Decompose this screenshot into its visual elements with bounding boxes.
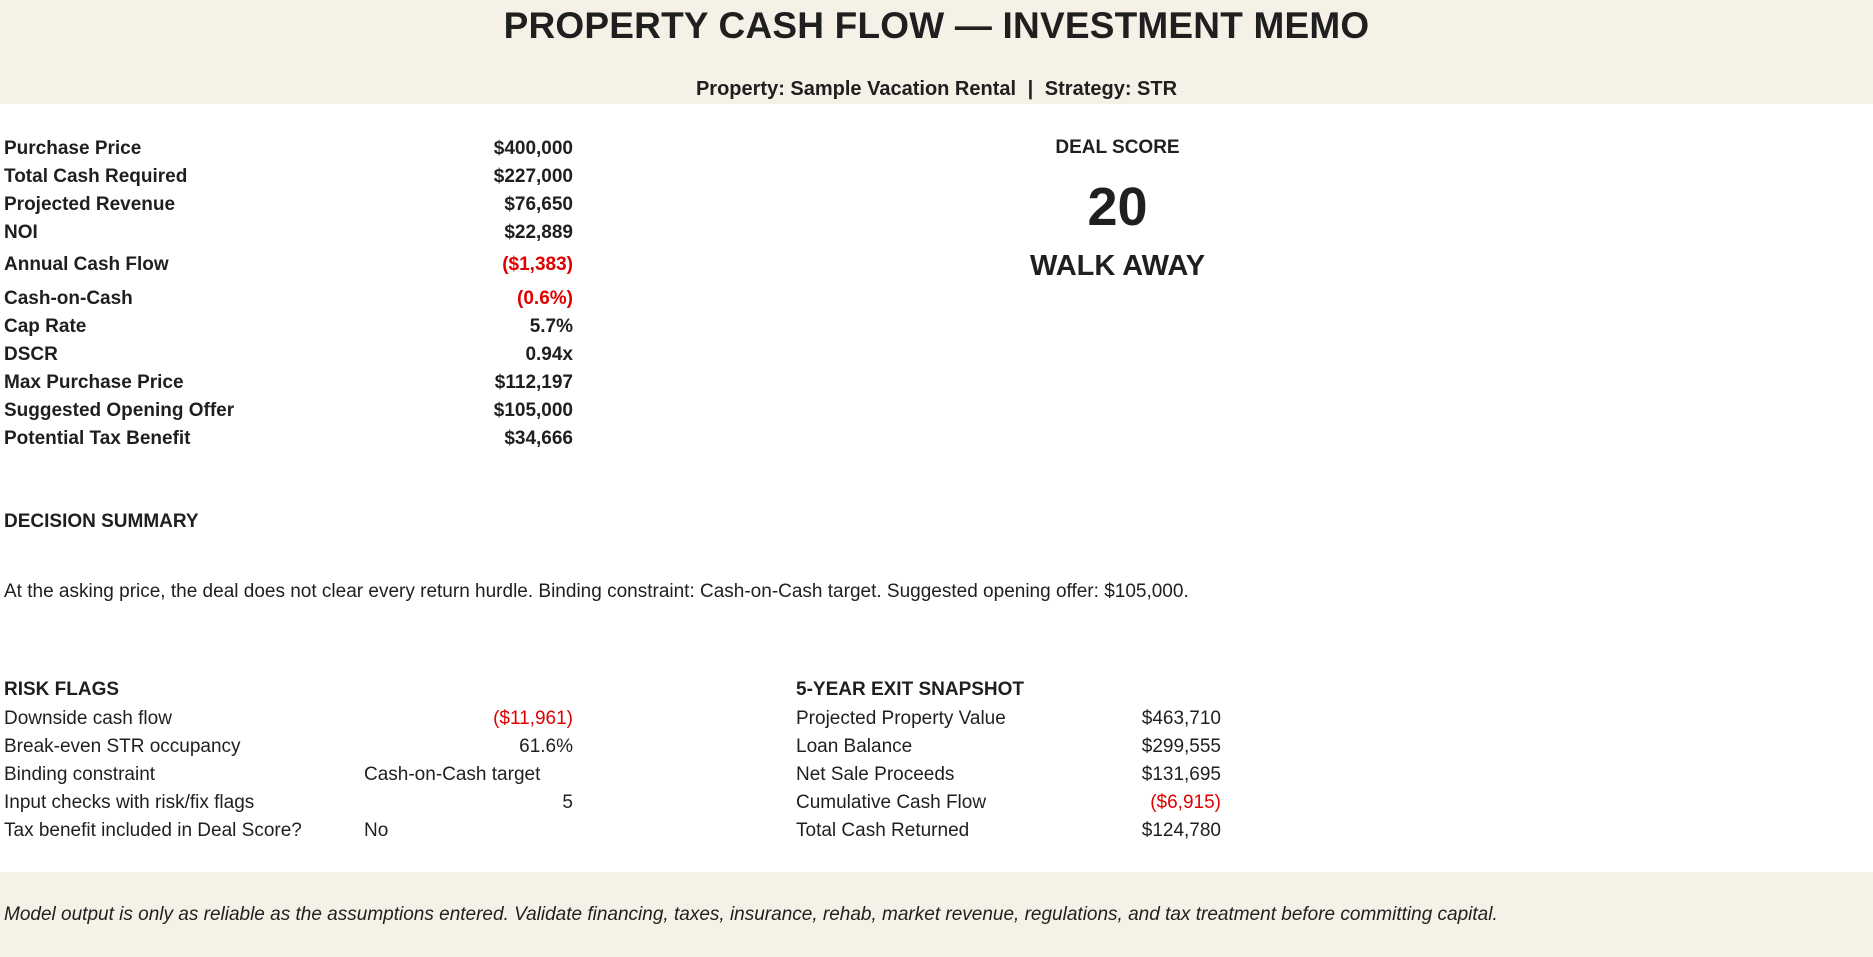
risk-label-binding-constraint: Binding constraint [4,764,156,785]
exit-label-net-sale-proceeds: Net Sale Proceeds [796,764,955,785]
decision-summary-text: At the asking price, the deal does not c… [4,581,1189,602]
risk-label-downside-cash-flow: Downside cash flow [4,708,172,729]
metric-value-total-cash-required: $227,000 [493,166,573,187]
metric-label-dscr: DSCR [4,344,58,365]
exit-value-net-sale-proceeds: $131,695 [1141,764,1221,785]
exit-value-total-cash-returned: $124,780 [1141,820,1221,841]
risk-flags-heading: RISK FLAGS [4,679,120,700]
page-title: PROPERTY CASH FLOW — INVESTMENT MEMO [503,5,1370,46]
exit-label-total-cash-returned: Total Cash Returned [796,820,970,841]
metric-label-total-cash-required: Total Cash Required [4,166,188,187]
subtitle-separator: | [1027,78,1034,100]
risk-label-break-even-occupancy: Break-even STR occupancy [4,736,241,757]
deal-score-value: 20 [1087,177,1148,237]
metric-value-max-purchase-price: $112,197 [494,372,573,393]
exit-snapshot-heading: 5-YEAR EXIT SNAPSHOT [796,679,1025,700]
exit-label-loan-balance: Loan Balance [796,736,913,757]
metric-value-cap-rate: 5.7% [529,316,573,337]
exit-value-projected-property-value: $463,710 [1141,708,1221,729]
metric-value-projected-revenue: $76,650 [504,194,573,215]
metric-label-noi: NOI [4,222,38,243]
risk-value-tax-benefit-included: No [364,820,389,841]
exit-value-cumulative-cash-flow: ($6,915) [1150,792,1221,813]
title-banner [0,0,1873,104]
metric-label-purchase-price: Purchase Price [4,138,142,159]
metric-value-purchase-price: $400,000 [493,138,573,159]
risk-label-input-checks: Input checks with risk/fix flags [4,792,255,813]
metric-label-max-purchase-price: Max Purchase Price [4,372,184,393]
strategy-name: Strategy: STR [1044,78,1178,100]
metric-label-projected-revenue: Projected Revenue [4,194,176,215]
risk-value-binding-constraint: Cash-on-Cash target [364,764,541,785]
risk-value-break-even-occupancy: 61.6% [519,736,573,757]
deal-score-verdict: WALK AWAY [1029,250,1206,282]
footer-disclaimer: Model output is only as reliable as the … [4,904,1498,925]
metric-value-noi: $22,889 [504,222,573,243]
metric-label-suggested-opening-offer: Suggested Opening Offer [4,400,235,421]
metric-value-potential-tax-benefit: $34,666 [504,428,573,449]
metric-label-cap-rate: Cap Rate [4,316,87,337]
footer-band [0,872,1873,957]
decision-summary-heading: DECISION SUMMARY [4,511,199,532]
exit-value-loan-balance: $299,555 [1141,736,1221,757]
risk-value-downside-cash-flow: ($11,961) [493,708,573,729]
metric-value-dscr: 0.94x [525,344,573,365]
metric-value-cash-on-cash: (0.6%) [517,288,573,309]
property-name: Property: Sample Vacation Rental [695,78,1017,100]
risk-label-tax-benefit-included: Tax benefit included in Deal Score? [4,820,302,841]
risk-value-input-checks: 5 [562,792,573,813]
metric-label-cash-on-cash: Cash-on-Cash [4,288,133,309]
deal-score-label: DEAL SCORE [1055,137,1180,158]
metric-value-annual-cash-flow: ($1,383) [502,254,573,275]
metric-value-suggested-opening-offer: $105,000 [493,400,573,421]
metric-label-annual-cash-flow: Annual Cash Flow [4,254,169,275]
exit-label-projected-property-value: Projected Property Value [796,708,1006,729]
page-subtitle: Property: Sample Vacation Rental | Strat… [0,76,1873,102]
exit-label-cumulative-cash-flow: Cumulative Cash Flow [796,792,987,813]
metric-label-potential-tax-benefit: Potential Tax Benefit [4,428,191,449]
